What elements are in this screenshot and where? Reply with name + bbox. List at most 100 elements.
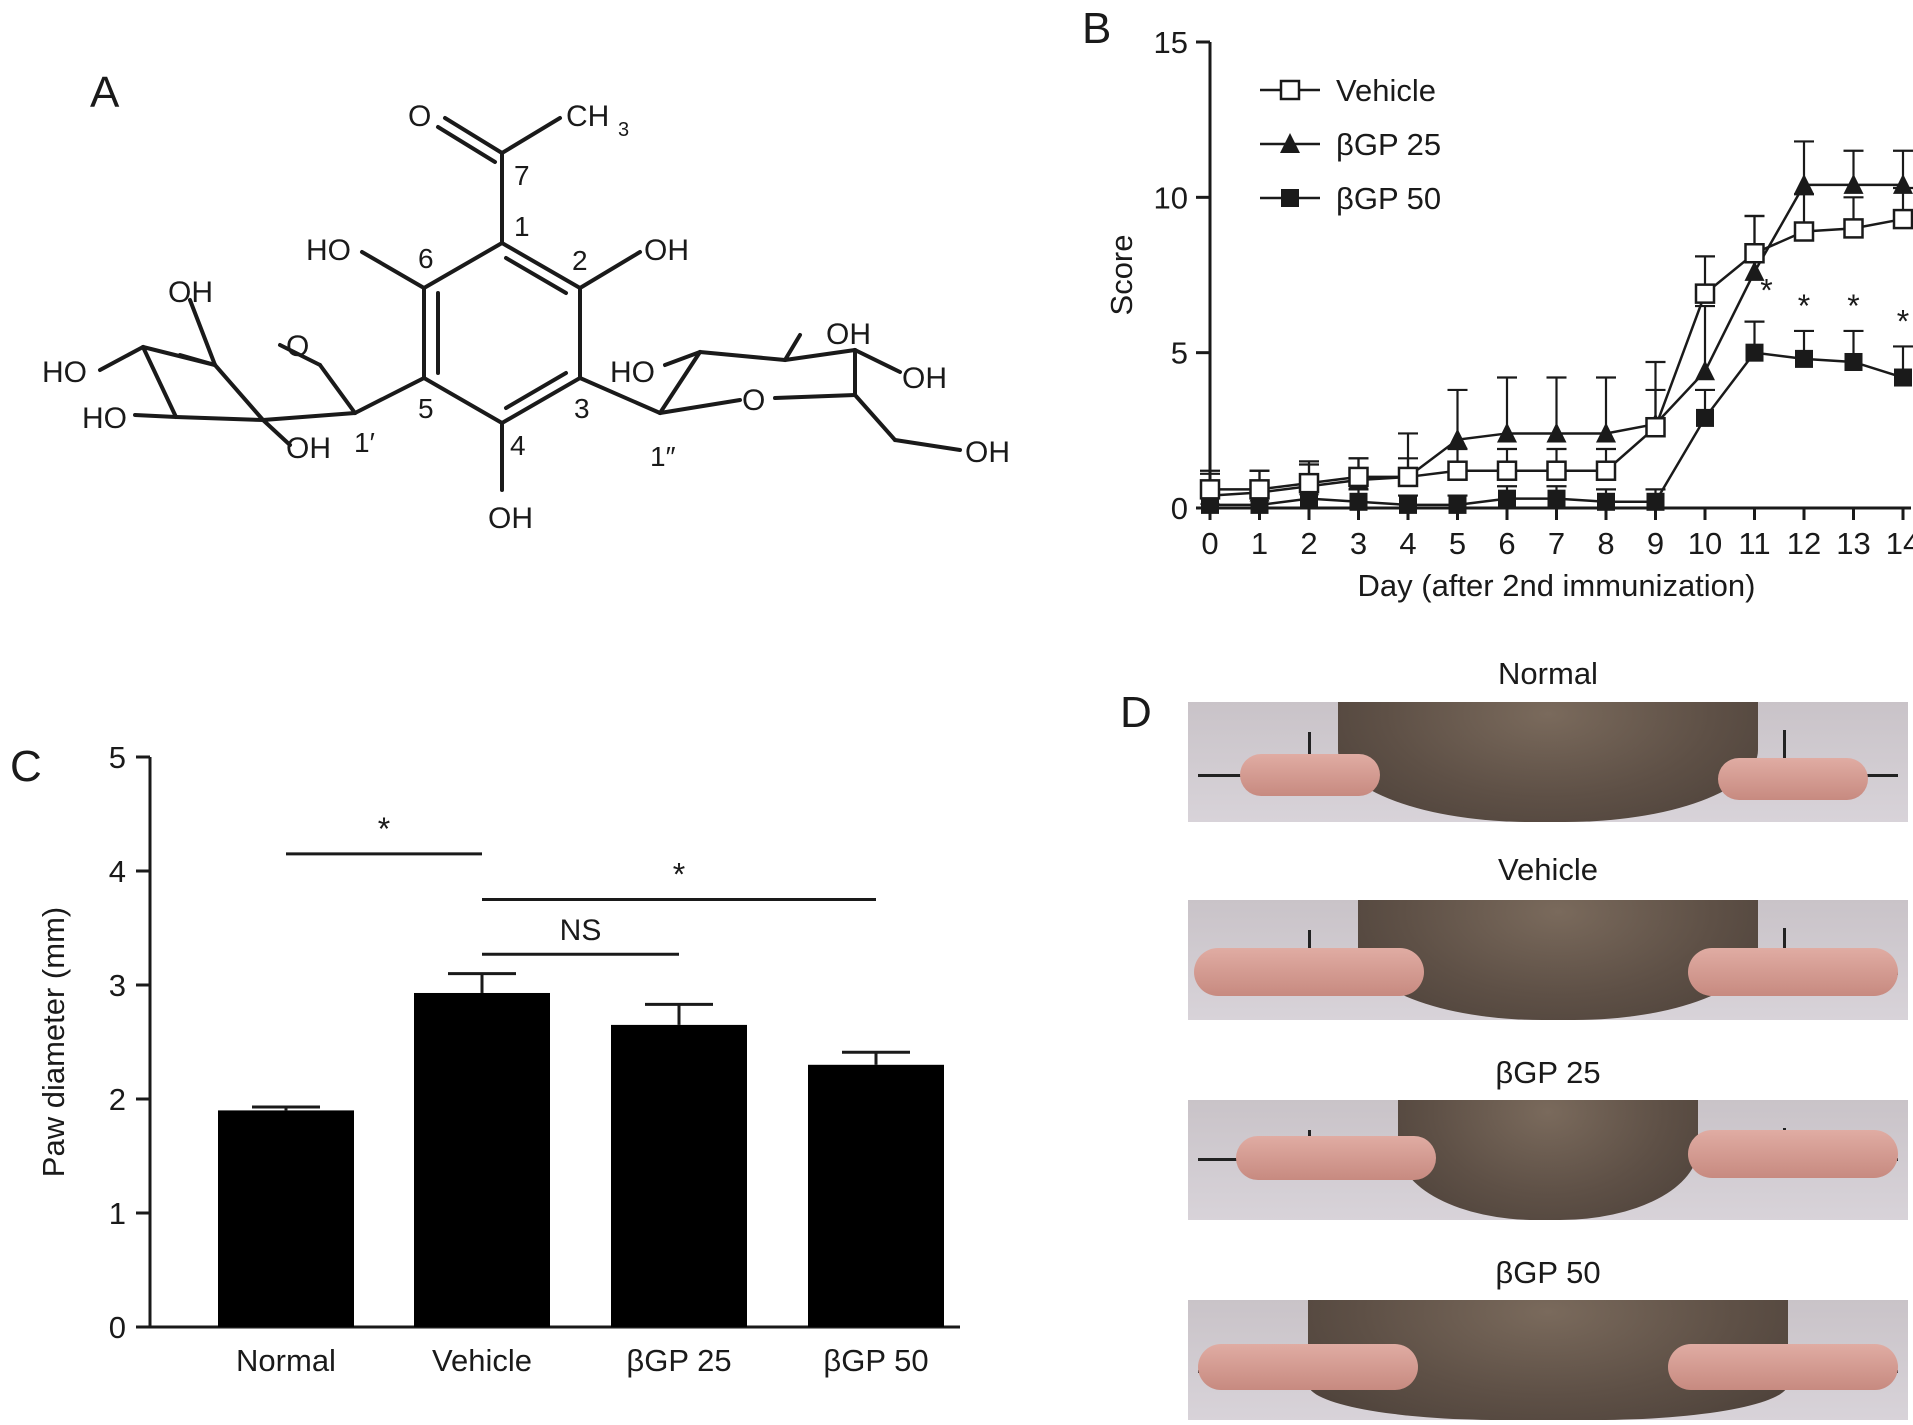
significance-mark: * <box>1760 273 1772 309</box>
bar <box>218 1110 354 1327</box>
legend-marker <box>1280 133 1300 153</box>
data-point <box>1843 218 1864 239</box>
series-0 <box>1199 186 1913 500</box>
data-point <box>1249 479 1270 500</box>
x-tick-label: 9 <box>1647 526 1664 561</box>
x-tick-label: 2 <box>1300 526 1317 561</box>
data-point <box>1597 492 1615 511</box>
atom-left-oh-ch2: OH <box>168 276 213 309</box>
bar <box>414 992 550 1327</box>
panel-letter-c: C <box>10 742 42 791</box>
x-tick-label: 7 <box>1548 526 1565 561</box>
y-tick-label: 5 <box>109 740 126 775</box>
significance-mark: * <box>1847 288 1859 324</box>
atom-left-oh-bottom: OH <box>286 432 331 465</box>
atom-num-2: 2 <box>572 245 588 276</box>
photo-normal <box>1188 702 1908 822</box>
atom-num-1p: 1′ <box>354 427 375 458</box>
y-tick-label: 15 <box>1154 25 1188 60</box>
x-tick-label: 11 <box>1738 526 1770 561</box>
data-point <box>1447 460 1468 481</box>
bar <box>611 1024 747 1327</box>
significance-mark: * <box>1798 288 1810 324</box>
y-tick-label: 4 <box>109 854 126 889</box>
data-point <box>1546 460 1567 481</box>
atom-oh-2: OH <box>644 234 689 267</box>
data-point <box>1844 352 1863 371</box>
atom-left-o-ring: O <box>286 330 309 363</box>
x-tick-label: 0 <box>1201 526 1218 561</box>
panel-letter-a: A <box>90 68 120 117</box>
x-tick-label: 8 <box>1597 526 1614 561</box>
y-tick-label: 0 <box>1171 491 1188 526</box>
data-point <box>1596 422 1616 443</box>
atom-o-top: O <box>408 100 431 133</box>
data-point <box>1894 368 1912 387</box>
data-point <box>1447 428 1468 449</box>
photo-bgp25 <box>1188 1100 1908 1220</box>
data-point <box>1745 343 1764 362</box>
atom-right-oh-ch2: OH <box>965 436 1010 469</box>
atom-left-ho: HO <box>42 356 87 389</box>
data-point <box>1397 466 1419 488</box>
x-tick-label: 5 <box>1449 526 1466 561</box>
y-tick-label: 2 <box>109 1082 126 1117</box>
data-point <box>1794 173 1814 194</box>
comparison-label: * <box>378 811 390 847</box>
photo-title-normal: Normal <box>1498 656 1598 691</box>
comparison-label: * <box>673 857 685 893</box>
atom-num-1: 1 <box>514 211 530 242</box>
panel-letter-b: B <box>1082 4 1112 53</box>
data-point <box>1547 489 1566 508</box>
category-label: βGP 25 <box>626 1343 731 1378</box>
atom-right-oh-right: OH <box>902 362 947 395</box>
atom-num-3: 3 <box>574 393 590 424</box>
data-point <box>1843 173 1864 194</box>
paw-diameter-bar-chart: 0 1 2 3 4 5 Paw diameter (mm) Normal Vehicle βGP … <box>36 740 960 1378</box>
data-point <box>1349 492 1368 511</box>
y-tick-label: 0 <box>109 1310 126 1345</box>
y-tick-label: 3 <box>109 968 126 1003</box>
x-tick-label: 1 <box>1251 526 1268 561</box>
panel-letter-d: D <box>1120 688 1152 737</box>
data-point <box>1695 360 1715 381</box>
data-point <box>1645 416 1666 438</box>
data-point <box>1892 208 1913 230</box>
data-point <box>1744 243 1765 264</box>
x-tick-label: 4 <box>1399 526 1416 561</box>
legend-marker <box>1281 189 1299 207</box>
x-tick-label: 6 <box>1498 526 1515 561</box>
comparison-label: NS <box>560 914 602 947</box>
atom-num-4: 4 <box>510 430 526 461</box>
data-point <box>1448 495 1467 514</box>
atom-num-7: 7 <box>514 160 530 191</box>
atom-ch3-sub: 3 <box>618 119 629 141</box>
x-tick-label: 10 <box>1688 526 1722 561</box>
y-tick-label: 10 <box>1154 180 1188 215</box>
data-point <box>1399 495 1417 514</box>
y-tick-label: 1 <box>109 1196 126 1231</box>
photo-title-vehicle: Vehicle <box>1498 852 1598 887</box>
data-point <box>1496 460 1518 481</box>
atom-ch3: CH <box>566 100 609 133</box>
category-label: βGP 50 <box>823 1343 928 1378</box>
data-point <box>1696 408 1714 427</box>
legend-label: βGP 50 <box>1336 181 1441 216</box>
data-point <box>1498 489 1516 508</box>
atom-right-oh-top: OH <box>826 318 871 351</box>
data-point <box>1793 221 1815 242</box>
legend-marker <box>1279 79 1301 101</box>
atom-num-5: 5 <box>418 393 434 424</box>
category-label: Vehicle <box>432 1343 532 1378</box>
x-axis-label: Day (after 2nd immunization) <box>1358 568 1756 603</box>
x-tick-label: 14 <box>1886 526 1913 561</box>
data-point <box>1497 422 1517 443</box>
atom-num-1pp: 1″ <box>650 441 676 472</box>
series-2 <box>1200 320 1913 514</box>
x-tick-label: 12 <box>1787 526 1821 561</box>
y-axis-label: Paw diameter (mm) <box>36 907 71 1177</box>
data-point <box>1199 479 1221 500</box>
legend-label: Vehicle <box>1336 73 1436 108</box>
